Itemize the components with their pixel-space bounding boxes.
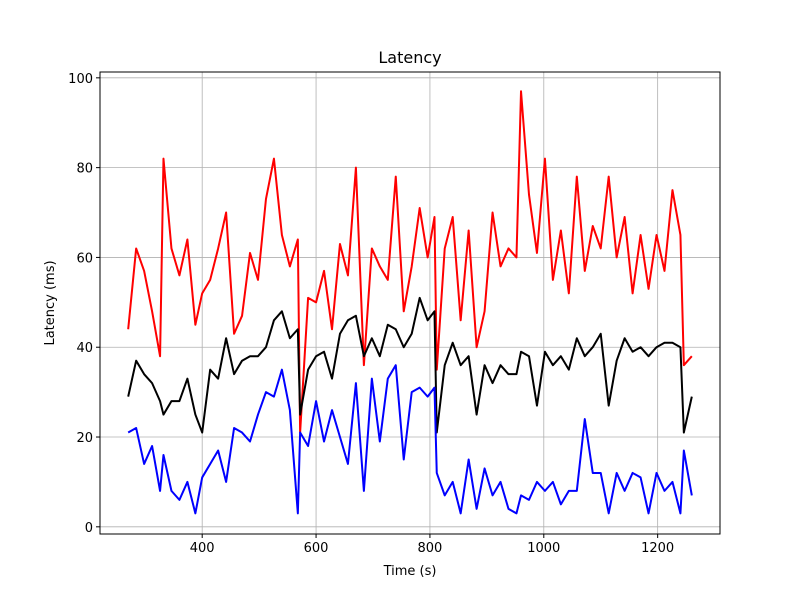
y-tick-label: 80 (76, 162, 93, 177)
line-series (127, 296, 693, 434)
x-tick-label: 1200 (641, 541, 674, 556)
x-tick-label: 800 (418, 541, 443, 556)
line-series (127, 364, 693, 515)
plot-frame (99, 71, 721, 535)
x-tick-label: 400 (190, 541, 215, 556)
y-tick-label: 100 (68, 72, 93, 87)
y-tick-label: 0 (85, 521, 93, 536)
x-axis-label: Time (s) (383, 564, 437, 579)
y-tick-label: 40 (76, 341, 93, 356)
y-tick-label: 60 (76, 251, 93, 266)
line-series (127, 90, 693, 434)
x-tick-label: 600 (304, 541, 329, 556)
x-tick-label: 1000 (527, 541, 560, 556)
chart-title: Latency (378, 48, 441, 67)
y-tick-label: 20 (76, 431, 93, 446)
y-axis-label: Latency (ms) (43, 260, 58, 345)
